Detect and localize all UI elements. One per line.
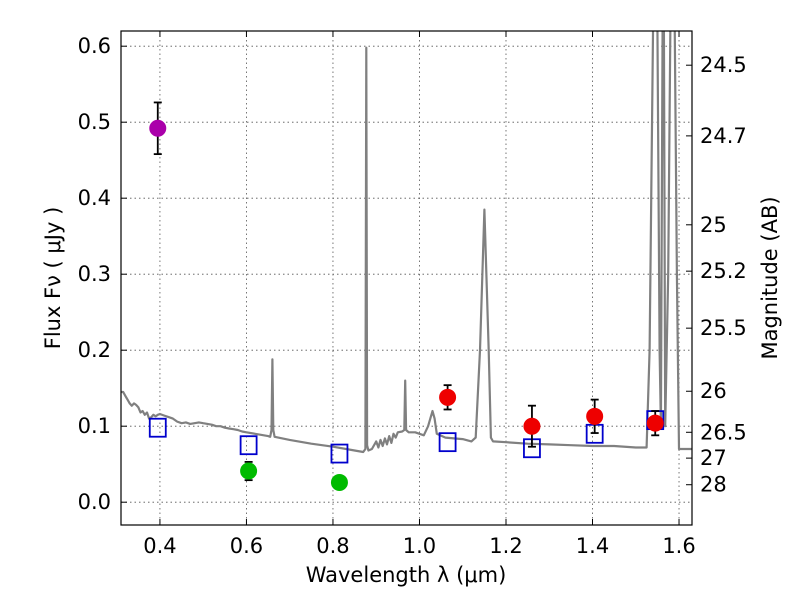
y2-tick-label: 25.2 [700,259,747,283]
y-tick-label: 0.5 [78,110,111,134]
y2-tick-label: 27 [700,446,727,470]
observed-flux-point [330,473,348,491]
y-tick-label: 0.4 [78,186,111,210]
y2-tick-label: 25.5 [700,316,747,340]
grid [121,31,692,525]
y2-tick-label: 28 [700,473,727,497]
y2-tick-label: 24.5 [700,53,747,77]
y-tick-label: 0.3 [78,262,111,286]
y2-tick-label: 26 [700,379,727,403]
x-axis-label: Wavelength λ (μm) [306,563,507,587]
plot-area [121,31,692,525]
x-tick-label: 0.6 [230,534,263,558]
x-tick-label: 1.4 [576,534,609,558]
y2-tick-label: 24.7 [700,124,747,148]
data-layer [121,31,692,454]
observed-flux-point [523,417,541,435]
observed-flux-point [240,462,258,480]
y2-axis-label: Magnitude (AB) [758,196,782,359]
model-square-point [330,443,349,464]
x-tick-label: 0.4 [143,534,176,558]
observed-flux-point [586,407,604,425]
x-tick-label: 0.8 [316,534,349,558]
y-tick-label: 0.1 [78,414,111,438]
model-square-point [438,432,457,453]
observed-flux-point [646,414,664,432]
model-square-point [239,435,258,456]
marker-layer [148,101,665,491]
x-tick-label: 1.6 [662,534,695,558]
model-square-point [148,417,167,438]
plot-frame [120,30,693,526]
x-tick-label: 1.2 [489,534,522,558]
observed-flux-point [149,119,167,137]
y-tick-label: 0.6 [78,34,111,58]
y-tick-label: 0.2 [78,338,111,362]
axis-layer: 0.4 0.6 0.8 1.0 1.2 1.4 1.6 0.0 0.1 0.2 0.3 0.4 0.5 0… [78,31,747,558]
observed-flux-point [439,388,457,406]
spectrum-line [121,31,692,454]
y2-tick-label: 25 [700,213,727,237]
x-tick-label: 1.0 [403,534,436,558]
y-tick-label: 0.0 [78,490,111,514]
y2-tick-label: 26.5 [700,420,747,444]
y-axis-label: Flux Fν ( μJy ) [41,207,65,350]
